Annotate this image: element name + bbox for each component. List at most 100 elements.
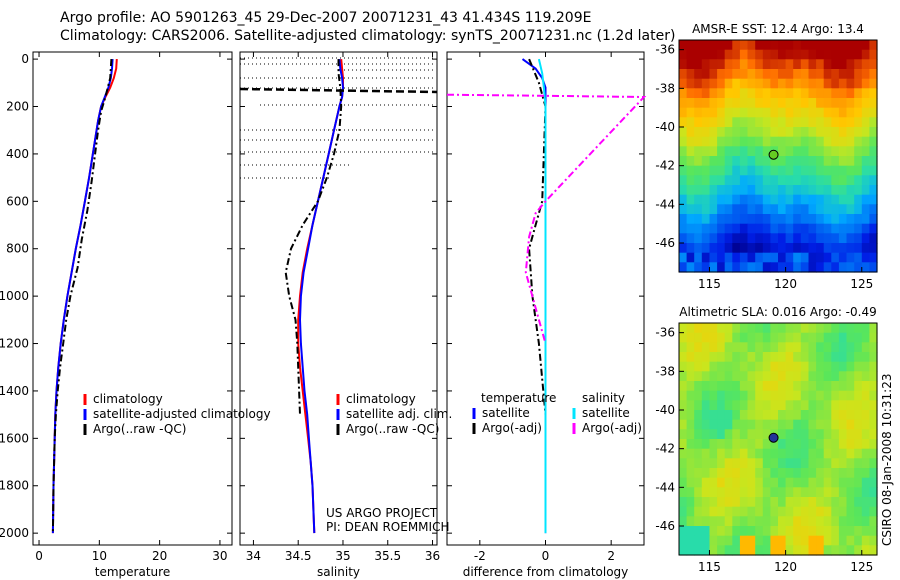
sla-map-cell (686, 497, 695, 508)
sla-map-cell (717, 506, 726, 517)
sst-map-cell (808, 165, 817, 176)
sst-map-cell (778, 98, 787, 109)
sst-map-cell (816, 233, 825, 244)
sla-map-cell (755, 439, 764, 450)
sst-map-cell (846, 78, 855, 89)
sla-map-cell (686, 352, 695, 363)
sst-map-xtick-label: 120 (774, 277, 797, 291)
sla-map-cell (800, 468, 809, 479)
sla-map-cell (747, 323, 756, 334)
sla-map-cell (861, 332, 870, 343)
sla-map-cell (686, 526, 695, 537)
depth-tick-label: 2000 (0, 526, 29, 540)
sla-map-cell (762, 448, 771, 459)
sst-map-cell (770, 98, 779, 109)
sst-map-cell (846, 98, 855, 109)
sst-map-cell (823, 243, 832, 254)
sla-map-cell (778, 342, 787, 353)
sla-map-cell (838, 352, 848, 363)
salinity-annotation-pi: PI: DEAN ROEMMICH (326, 520, 449, 534)
sla-map-cell (694, 468, 703, 479)
sla-map-cell (823, 390, 832, 401)
sst-map-cell (838, 88, 848, 99)
sst-map-cell (861, 59, 870, 70)
sst-map-cell (762, 59, 771, 70)
sst-map-cell (717, 185, 726, 196)
temperature-xtick-label: 10 (92, 549, 107, 563)
sla-map-cell (762, 429, 771, 440)
sla-map-xtick-label: 125 (850, 560, 873, 574)
sla-map-cell (724, 381, 733, 392)
sst-map-cell (785, 233, 794, 244)
sla-map-cell (686, 429, 695, 440)
sla-map-cell (732, 535, 741, 546)
sst-map-cell (686, 243, 695, 254)
sla-map-cell (747, 448, 756, 459)
sla-map-cell (800, 352, 809, 363)
sst-map-cell (831, 88, 840, 99)
sst-map-cell (762, 136, 771, 147)
sst-map-cell (724, 165, 733, 176)
sst-map-cell (778, 88, 787, 99)
sst-map-cell (732, 165, 741, 176)
sst-map-cell (686, 98, 695, 109)
sla-map-cell (778, 332, 787, 343)
sst-map-cell (709, 204, 718, 215)
sla-map-cell (724, 361, 733, 372)
sla-map-cell (816, 342, 825, 353)
sla-map-cell (869, 332, 878, 343)
sla-map-cell (686, 323, 695, 334)
sla-map-cell (724, 506, 733, 517)
sst-map-cell (701, 262, 710, 273)
sla-map-cell (823, 419, 832, 430)
sla-map-cell (755, 516, 764, 527)
sla-map-cell (755, 477, 764, 488)
sla-map-cell (816, 535, 825, 546)
sst-map-cell (831, 146, 840, 157)
sla-map-cell (770, 323, 779, 334)
sla-map-cell (694, 448, 703, 459)
sst-map-cell (694, 185, 703, 196)
sla-map-cell (778, 477, 787, 488)
sst-map-cell (846, 165, 855, 176)
sla-map-ytick-label: -36 (655, 326, 675, 340)
sla-map-cell (694, 516, 703, 527)
sla-map-cell (701, 419, 710, 430)
sla-map-cell (739, 506, 749, 517)
sla-map-cell (686, 439, 695, 450)
sla-map-cell (701, 429, 710, 440)
sst-map-cell (732, 107, 741, 118)
sst-map-cell (739, 243, 749, 254)
sla-map-cell (694, 429, 703, 440)
sst-map-cell (869, 136, 878, 147)
sla-map-cell (800, 400, 809, 411)
sst-map-cell (808, 175, 817, 186)
sla-map-cell (686, 371, 695, 382)
sst-map-cell (869, 59, 878, 70)
sla-map-cell (717, 487, 726, 498)
sla-map-cell (838, 477, 848, 488)
sla-map-cell (686, 400, 695, 411)
sst-map-cell (800, 214, 809, 225)
sla-map-cell (800, 526, 809, 537)
sla-map-cell (808, 468, 817, 479)
sst-map-cell (823, 252, 832, 263)
sla-map-cell (747, 371, 756, 382)
sst-map-cell (816, 78, 825, 89)
sst-map-cell (808, 127, 817, 138)
sst-map-cell (717, 146, 726, 157)
sst-map-cell (694, 136, 703, 147)
sst-map-cell (778, 59, 787, 70)
sla-map-cell (686, 535, 695, 546)
sla-map-cell (778, 458, 787, 469)
sst-map-cell (724, 262, 733, 273)
sla-map-cell (785, 458, 794, 469)
sst-map-cell (816, 223, 825, 234)
sst-map-cell (808, 78, 817, 89)
sst-map-cell (701, 59, 710, 70)
sla-map-cell (831, 400, 840, 411)
sla-map-cell (701, 439, 710, 450)
sla-map-cell (755, 410, 764, 421)
sla-map-cell (762, 497, 771, 508)
sla-map-cell (709, 506, 718, 517)
